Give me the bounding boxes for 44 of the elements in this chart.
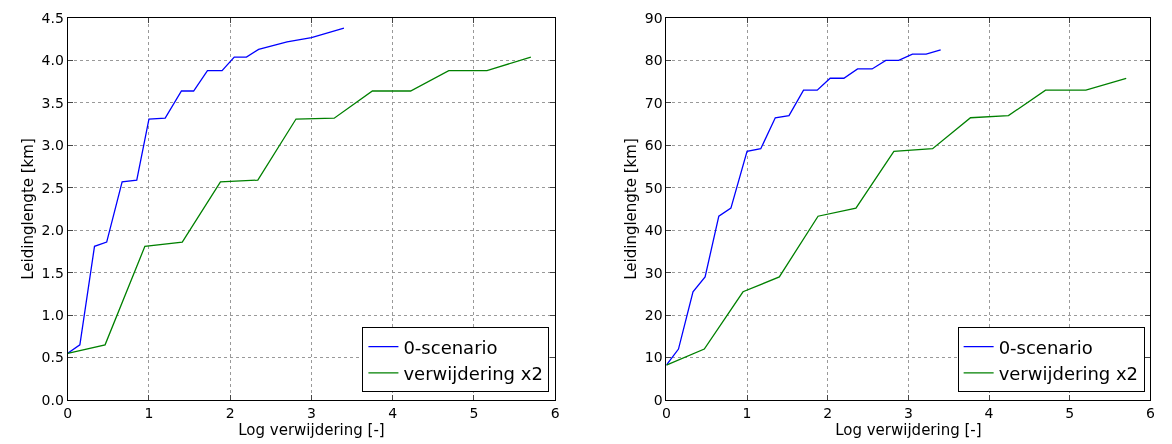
line-series	[67, 27, 345, 354]
y-tick-label: 4.0	[41, 52, 64, 69]
x-tick-label: 5	[469, 404, 479, 421]
x-axis-title: Log verwijdering [-]	[238, 420, 385, 439]
y-tick-label: 1.5	[41, 264, 64, 281]
y-tick-label: 2.5	[41, 179, 64, 196]
y-tick-label: 0	[653, 391, 663, 408]
x-tick-label: 2	[823, 404, 833, 421]
y-tick-label: 3.0	[41, 137, 64, 154]
y-tick-label: 80	[644, 52, 663, 69]
y-tick-label: 10	[644, 349, 663, 366]
y-tick-label: 60	[644, 137, 663, 154]
x-tick-label: 3	[306, 404, 316, 421]
y-tick-label: 1.0	[41, 307, 64, 324]
y-tick-label: 2.0	[41, 222, 64, 239]
legend-label: verwijdering x2	[403, 362, 543, 384]
x-tick-label: 6	[1145, 404, 1155, 421]
x-tick-label: 6	[550, 404, 560, 421]
y-tick-label: 4.5	[41, 9, 64, 26]
x-tick-label: 5	[1065, 404, 1075, 421]
y-tick-label: 0.5	[41, 349, 64, 366]
legend-label: 0-scenario	[403, 336, 498, 358]
y-tick-label: 90	[644, 9, 663, 26]
x-tick-label: 4	[984, 404, 994, 421]
y-tick-label: 0.0	[41, 391, 64, 408]
y-tick-label: 50	[644, 179, 663, 196]
y-tick-label: 70	[644, 94, 663, 111]
y-tick-label: 40	[644, 222, 663, 239]
legend-label: verwijdering x2	[998, 362, 1139, 384]
y-tick-label: 20	[644, 307, 663, 324]
legend-label: 0-scenario	[998, 336, 1093, 358]
y-axis-title: Leidinglengte [km]	[622, 138, 640, 280]
x-tick-label: 1	[144, 404, 154, 421]
y-axis-title: Leidinglengte [km]	[18, 138, 37, 280]
y-tick-label: 30	[644, 264, 663, 281]
x-tick-label: 3	[903, 404, 913, 421]
line-series	[666, 49, 942, 366]
line-series	[666, 77, 1127, 366]
x-tick-label: 4	[388, 404, 398, 421]
y-tick-label: 3.5	[41, 94, 64, 111]
x-tick-label: 1	[742, 404, 752, 421]
x-axis-title: Log verwijdering [-]	[835, 420, 982, 439]
x-tick-label: 2	[225, 404, 235, 421]
line-series	[67, 56, 532, 354]
